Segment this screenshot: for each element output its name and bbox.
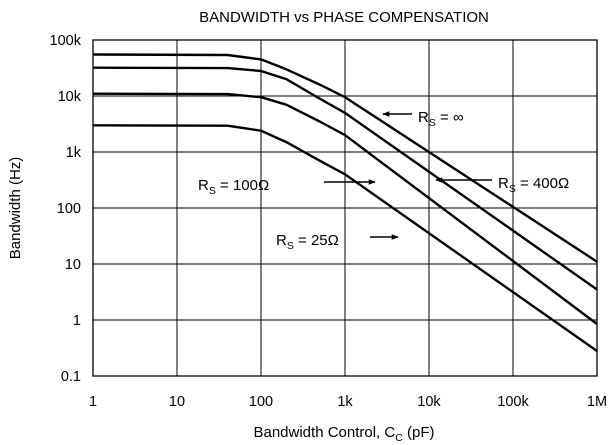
y-tick-label: 100k <box>50 33 82 49</box>
annotation-r100: RS = 100Ω <box>198 177 269 197</box>
x-tick-label: 10 <box>169 394 185 410</box>
x-tick-label: 100k <box>497 394 529 410</box>
y-tick-label: 0.1 <box>61 369 81 385</box>
y-tick-label: 100 <box>57 201 81 217</box>
x-tick-label: 10k <box>417 394 441 410</box>
y-axis-ticks: 0.1 1 10 100 1k 10k 100k <box>50 33 82 385</box>
y-axis-label: Bandwidth (Hz) <box>7 157 24 260</box>
grid-lines <box>92 39 598 377</box>
y-tick-label: 10 <box>65 257 81 273</box>
series-lines <box>92 53 598 352</box>
chart-title: BANDWIDTH vs PHASE COMPENSATION <box>199 9 489 26</box>
annotation-r400: RS = 400Ω <box>498 175 569 195</box>
series-line <box>92 66 598 291</box>
x-axis-ticks: 1 10 100 1k 10k 100k 1M <box>89 394 607 410</box>
x-tick-label: 100 <box>249 394 273 410</box>
plot-frame <box>92 39 598 377</box>
series-line <box>92 53 598 263</box>
y-tick-label: 1 <box>73 313 81 329</box>
annotation-r25: RS = 25Ω <box>276 232 339 252</box>
annotations: RS = ∞ RS = 400Ω RS = 100Ω RS = 25Ω <box>198 109 569 252</box>
series-line <box>92 124 598 352</box>
annotation-inf: RS = ∞ <box>418 109 464 129</box>
x-tick-label: 1 <box>89 394 97 410</box>
x-tick-label: 1M <box>587 394 607 410</box>
y-tick-label: 1k <box>66 145 82 161</box>
series-line <box>92 92 598 325</box>
x-axis-label: Bandwidth Control, CC (pF) <box>253 424 434 444</box>
y-tick-label: 10k <box>58 89 82 105</box>
x-tick-label: 1k <box>337 394 353 410</box>
